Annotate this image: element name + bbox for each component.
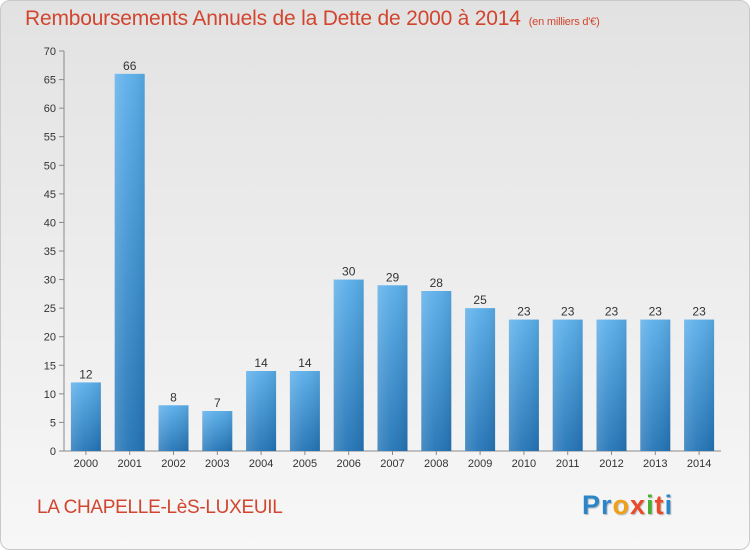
bar-value-label: 14 <box>298 356 312 370</box>
x-tick-label: 2002 <box>161 458 185 470</box>
chart-title: Remboursements Annuels de la Dette de 20… <box>25 7 600 31</box>
logo-letter: i <box>664 490 674 520</box>
y-tick-label: 45 <box>44 189 56 201</box>
bar-shine <box>202 411 233 451</box>
bar-value-label: 23 <box>561 305 575 319</box>
x-tick-label: 2008 <box>424 458 448 470</box>
x-tick-label: 2000 <box>74 458 98 470</box>
x-tick-label: 2011 <box>556 458 580 470</box>
bar-value-label: 23 <box>692 305 706 319</box>
x-tick-label: 2003 <box>205 458 229 470</box>
bar-value-label: 14 <box>254 356 268 370</box>
logo-letter: t <box>654 490 665 520</box>
bar-shine <box>377 285 408 451</box>
logo-letter: P <box>582 490 602 520</box>
x-tick-label: 2004 <box>249 458 273 470</box>
bar-shine <box>333 279 364 451</box>
bar-value-label: 30 <box>342 265 356 279</box>
x-tick-label: 2014 <box>687 458 711 470</box>
y-tick-label: 55 <box>44 132 56 144</box>
bar-value-label: 29 <box>386 270 400 284</box>
commune-name: LA CHAPELLE-LèS-LUXEUIL <box>37 497 283 518</box>
chart-unit: (en milliers d'€) <box>528 16 600 28</box>
x-tick-label: 2010 <box>512 458 536 470</box>
bar-value-label: 8 <box>170 390 177 404</box>
bar-value-label: 23 <box>649 305 663 319</box>
bar-value-label: 28 <box>430 276 444 290</box>
bar-value-label: 23 <box>517 305 531 319</box>
y-tick-label: 5 <box>50 417 56 429</box>
chart-title-text: Remboursements Annuels de la Dette de 20… <box>25 7 521 30</box>
bar-value-label: 12 <box>79 367 93 381</box>
y-tick-label: 15 <box>44 360 56 372</box>
y-tick-label: 50 <box>44 160 56 172</box>
x-tick-label: 2001 <box>117 458 141 470</box>
bar-value-label: 66 <box>123 59 137 73</box>
y-tick-label: 40 <box>44 217 56 229</box>
bar-shine <box>114 73 145 451</box>
y-tick-label: 10 <box>44 389 56 401</box>
y-tick-label: 70 <box>44 46 56 58</box>
y-tick-label: 35 <box>44 246 56 258</box>
bar-value-label: 7 <box>214 396 221 410</box>
proxiti-logo: Proxiti <box>582 490 673 521</box>
bar-shine <box>421 291 452 451</box>
logo-letter: x <box>630 490 647 520</box>
y-tick-label: 60 <box>44 103 56 115</box>
bar-shine <box>465 308 496 451</box>
bar-value-label: 25 <box>473 293 487 307</box>
y-tick-label: 65 <box>44 75 56 87</box>
bar-shine <box>684 319 715 451</box>
logo-letter: i <box>646 490 655 520</box>
logo-letter: o <box>612 490 631 520</box>
bar-shine <box>158 405 189 451</box>
bar-shine <box>640 319 671 451</box>
bar-shine <box>508 319 539 451</box>
bar-shine <box>596 319 627 451</box>
bar-shine <box>552 319 583 451</box>
bar-shine <box>289 371 320 451</box>
y-tick-label: 0 <box>50 446 56 458</box>
logo-letter: r <box>601 490 613 520</box>
bar-shine <box>246 371 277 451</box>
y-tick-label: 30 <box>44 275 56 287</box>
y-tick-label: 25 <box>44 303 56 315</box>
x-tick-label: 2009 <box>468 458 492 470</box>
bar-shine <box>70 382 101 451</box>
x-tick-label: 2012 <box>599 458 623 470</box>
x-tick-label: 2005 <box>293 458 317 470</box>
x-tick-label: 2006 <box>336 458 360 470</box>
x-tick-label: 2013 <box>643 458 667 470</box>
x-tick-label: 2007 <box>380 458 404 470</box>
y-tick-label: 20 <box>44 332 56 344</box>
bar-value-label: 23 <box>605 305 619 319</box>
